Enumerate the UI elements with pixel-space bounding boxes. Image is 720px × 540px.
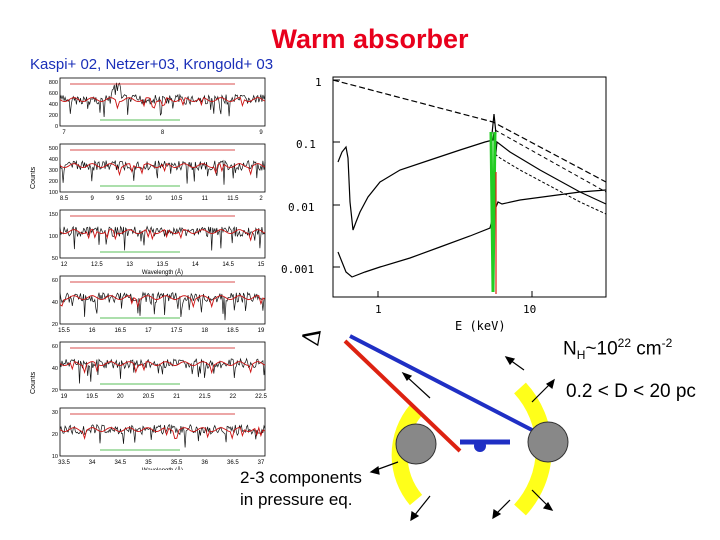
spectrum-xtick: 9.5 [116, 196, 125, 202]
spectrum-ytick: 0 [55, 124, 58, 130]
spectrum-xtick: 36.5 [227, 460, 239, 466]
spectrum-ytick: 600 [49, 91, 58, 97]
spectrum-xtick: 35.5 [171, 460, 183, 466]
spectrum-xtick: 20 [117, 394, 124, 400]
spectrum-xtick: 22.5 [255, 394, 267, 400]
spectrum-xtick: 9 [90, 196, 94, 202]
spectrum-xtick: 15.5 [58, 328, 70, 334]
ytick-0-001: 0.001 [281, 263, 314, 276]
spectrum-ytick: 20 [52, 432, 58, 438]
spectrum-xtick: 17 [145, 328, 152, 334]
sightline-red [343, 339, 462, 453]
spectrum-xtick: 9 [259, 130, 263, 136]
references-text: Kaspi+ 02, Netzer+03, Krongold+ 03 [30, 56, 274, 73]
spectrum-xtick: 35 [145, 460, 152, 466]
spectrum-xtick: 13.5 [157, 262, 169, 268]
spectrum-xtick: 2 [259, 196, 263, 202]
spectrum-xtick: 14.5 [222, 262, 234, 268]
spectrum-xlabel: Wavelength (Å) [142, 269, 183, 276]
spectrum-xtick: 18.5 [227, 328, 239, 334]
slide-title: Warm absorber [271, 24, 469, 54]
spectrum-xtick: 14 [192, 262, 199, 268]
outflow-arrow-set [369, 356, 555, 522]
spectrum-xtick: 19.5 [86, 394, 98, 400]
spectrum-xtick: 36 [201, 460, 208, 466]
spectrum-xtick: 17.5 [171, 328, 183, 334]
ytick-0-1: 0.1 [296, 138, 316, 151]
distance-label: 0.2 < D < 20 pc [566, 381, 696, 402]
spectrum-xtick: 10 [145, 196, 152, 202]
spectrum-ytick: 50 [52, 256, 58, 262]
spectrum-ytick: 300 [49, 168, 58, 174]
delta-symbol: Δ [296, 326, 327, 348]
spectrum-ytick: 500 [49, 146, 58, 152]
spectrum-ytick: 30 [52, 410, 58, 416]
spectrum-ytick: 400 [49, 157, 58, 163]
spectrum-xtick: 19 [61, 394, 68, 400]
ytick-0-01: 0.01 [288, 201, 315, 214]
spectrum-ytick: 40 [52, 366, 58, 372]
components-line-1: 2-3 components [240, 468, 362, 487]
x-axis-label: E (keV) [455, 319, 506, 333]
ytick-1: 1 [315, 76, 322, 89]
spectrum-xtick: 33.5 [58, 460, 70, 466]
spectrum-xtick: 34 [89, 460, 96, 466]
components-label: 2-3 components in pressure eq. [240, 467, 362, 511]
ylabel-counts-bottom: Counts [30, 371, 37, 394]
spectrum-ytick: 100 [49, 190, 58, 196]
spectrum-xtick: 7 [62, 130, 66, 136]
spectrum-ytick: 200 [49, 179, 58, 185]
spectrum-xtick: 8.5 [60, 196, 69, 202]
spectrum-xtick: 19 [258, 328, 265, 334]
spectrum-ytick: 10 [52, 454, 58, 460]
components-line-2: in pressure eq. [240, 490, 353, 509]
spectrum-xlabel: Wavelength (Å) [142, 467, 183, 470]
spectrum-ytick: 60 [52, 278, 58, 284]
spectrum-ytick: 100 [49, 234, 58, 240]
spectrum-ytick: 40 [52, 300, 58, 306]
spectrum-xtick: 15 [258, 262, 265, 268]
spectrum-xtick: 37 [258, 460, 265, 466]
model-spectrum-plot: 1 0.1 0.01 0.001 1 10 E (keV) Δ [281, 76, 607, 348]
spectrum-xtick: 13 [126, 262, 133, 268]
spectrum-ytick: 20 [52, 322, 58, 328]
spectrum-xtick: 11.5 [227, 196, 239, 202]
spectrum-ytick: 150 [49, 212, 58, 218]
xtick-10: 10 [523, 303, 536, 316]
spectrum-xtick: 12 [61, 262, 68, 268]
central-source [474, 440, 486, 452]
spectrum-ytick: 20 [52, 388, 58, 394]
clump-left [395, 423, 437, 465]
spectrum-xtick: 11 [202, 196, 209, 202]
sightline-blue [349, 334, 533, 432]
spectrum-ytick: 60 [52, 344, 58, 350]
spectrum-xtick: 12.5 [91, 262, 103, 268]
spectrum-ytick: 400 [49, 102, 58, 108]
spectrum-xtick: 21 [173, 394, 180, 400]
ylabel-counts-top: Counts [30, 166, 37, 189]
spectrum-xtick: 22 [230, 394, 237, 400]
cloud-schematic [343, 334, 569, 522]
spectrum-xtick: 16 [89, 328, 96, 334]
spectrum-xtick: 10.5 [171, 196, 183, 202]
spectrum-xtick: 34.5 [114, 460, 126, 466]
spectrum-xtick: 21.5 [199, 394, 211, 400]
spectrum-xtick: 16.5 [114, 328, 126, 334]
column-density-label: NH~1022 cm-2 [563, 336, 673, 363]
spectrum-ytick: 200 [49, 113, 58, 119]
xtick-1: 1 [375, 303, 382, 316]
spectrum-row-1: 800 600 400 200 07 8 9 [49, 77, 266, 136]
clump-right [527, 421, 569, 463]
spectrum-xtick: 20.5 [143, 394, 155, 400]
spectrum-xtick: 8 [161, 130, 165, 136]
spectrum-ytick: 800 [49, 80, 58, 86]
spectrum-xtick: 18 [201, 328, 208, 334]
